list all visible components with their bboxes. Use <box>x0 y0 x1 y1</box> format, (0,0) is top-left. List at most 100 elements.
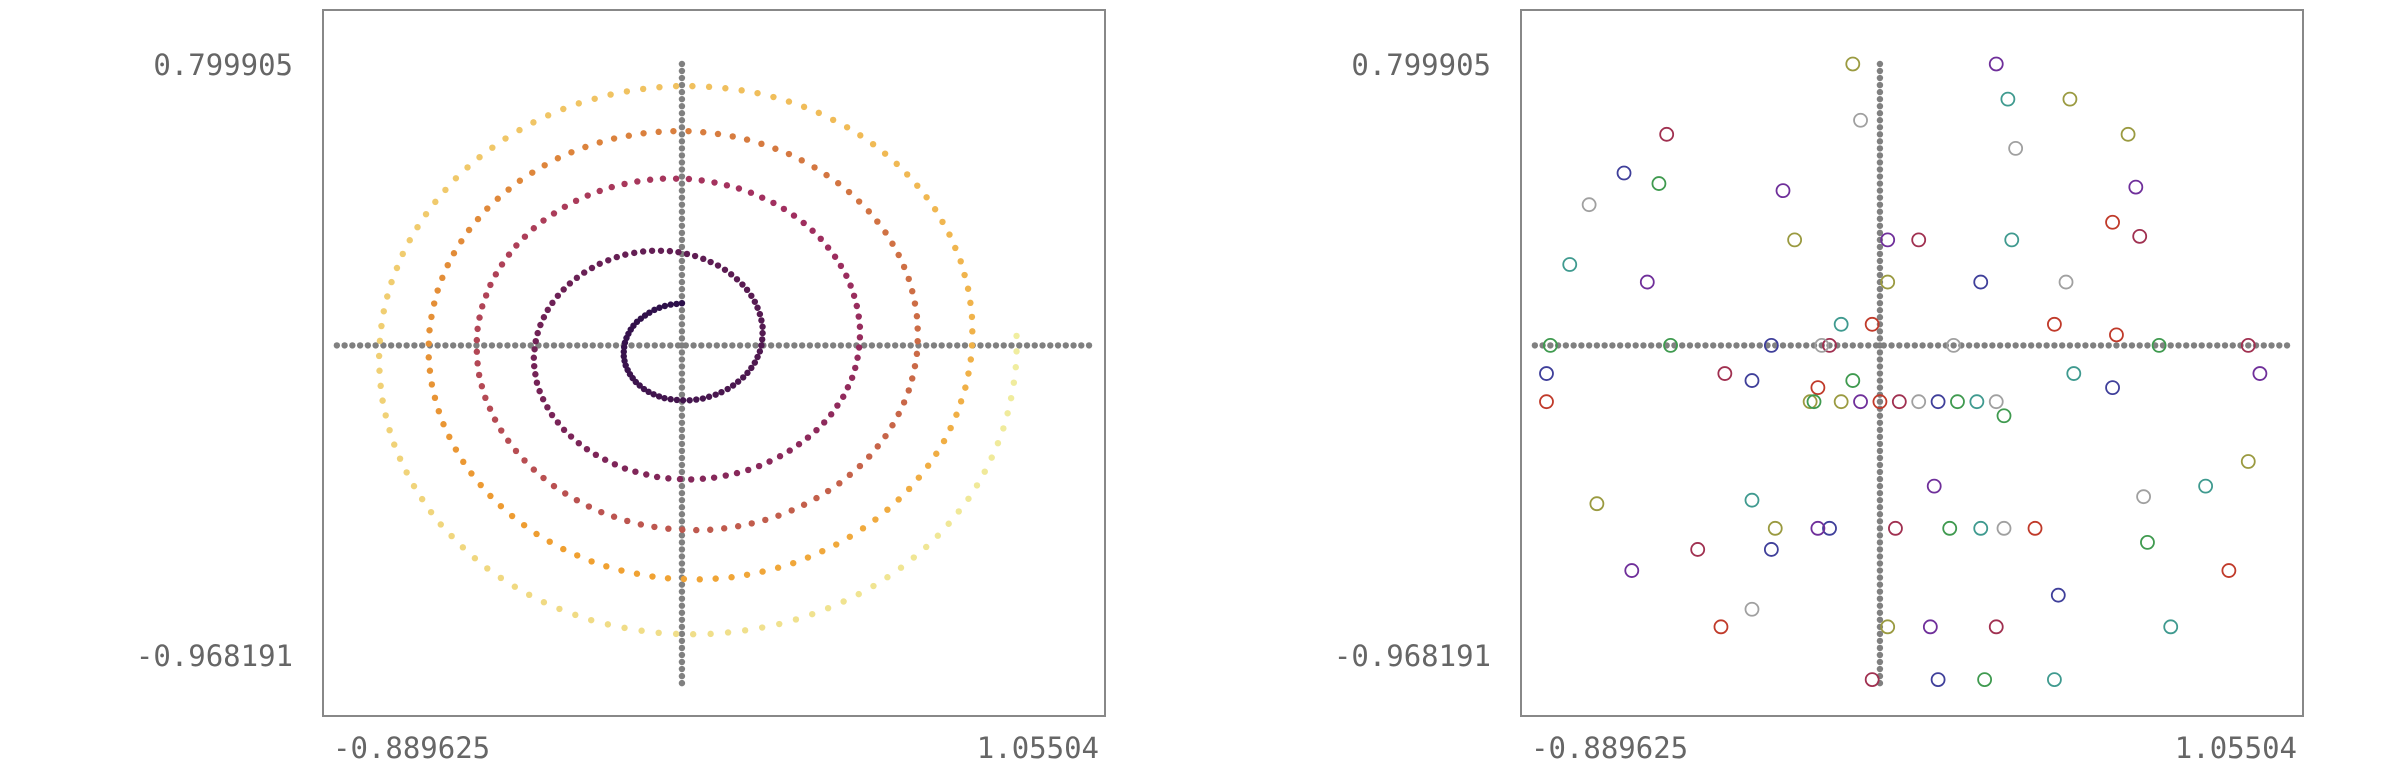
spiral-point <box>532 371 539 378</box>
spiral-point <box>895 251 902 259</box>
spiral-point <box>909 375 916 382</box>
spiral-point <box>729 382 737 389</box>
axis-point <box>678 131 686 138</box>
axis-point <box>678 60 686 68</box>
spiral-point <box>714 130 722 138</box>
open-circle-point <box>1624 563 1640 578</box>
spiral-point <box>824 604 832 612</box>
axis-point <box>678 546 686 553</box>
axis-point <box>1876 377 1884 384</box>
spiral-point <box>549 299 556 307</box>
spiral-point <box>834 180 842 187</box>
axis-point <box>1950 342 1957 349</box>
spiral-point <box>967 356 974 363</box>
spiral-point <box>591 95 598 102</box>
open-circle-point <box>1616 165 1632 181</box>
axis-point <box>2221 342 2229 349</box>
open-circle-point <box>1845 373 1861 388</box>
spiral-point <box>640 385 648 393</box>
spiral-point <box>775 512 782 519</box>
spiral-point <box>487 281 494 289</box>
axis-point <box>678 370 686 377</box>
axis-point <box>678 166 686 173</box>
axis-point <box>628 342 635 349</box>
axis-point <box>597 342 604 349</box>
axis-point <box>1965 342 1973 349</box>
spiral-point <box>905 275 912 283</box>
spiral-point <box>914 182 921 189</box>
spiral-point <box>855 313 862 320</box>
spiral-point <box>596 260 603 267</box>
spiral-point <box>460 458 467 466</box>
spiral-point <box>474 215 482 223</box>
spiral-point <box>844 384 852 391</box>
spiral-point <box>439 274 446 282</box>
spiral-point <box>911 300 919 307</box>
spiral-point <box>889 240 896 247</box>
axis-point <box>1876 307 1884 314</box>
spiral-point <box>675 248 682 256</box>
spiral-point <box>945 520 952 527</box>
spiral-point <box>855 344 863 351</box>
axis-point <box>1876 257 1884 265</box>
spiral-point <box>426 327 433 334</box>
axis-point <box>1601 342 1608 349</box>
spiral-point <box>965 495 972 502</box>
axis-point <box>1702 342 1709 349</box>
spiral-point <box>792 616 800 623</box>
axis-point <box>2260 342 2267 349</box>
axis-point <box>678 567 686 574</box>
spiral-point <box>607 91 614 98</box>
open-circle-point <box>1946 337 1962 353</box>
spiral-point <box>751 359 759 366</box>
axis-point <box>2074 342 2081 349</box>
axis-point <box>678 665 686 673</box>
axis-point <box>1008 342 1015 349</box>
spiral-point <box>596 187 603 195</box>
spiral-point <box>855 590 862 598</box>
spiral-point <box>476 153 483 161</box>
spiral-point <box>969 328 976 335</box>
chart-panel-1: 0.799905 -0.968191 -0.889625 1.05504 <box>136 9 1106 765</box>
open-circle-point <box>1891 394 1907 410</box>
spiral-point <box>869 140 877 148</box>
open-circle-point <box>2047 316 2062 332</box>
spiral-point <box>847 282 854 289</box>
axis-point <box>721 342 728 349</box>
axis-point <box>1876 145 1884 152</box>
axis-point <box>1678 342 1686 349</box>
open-circle-point <box>1744 492 1760 508</box>
spiral-point <box>800 219 807 227</box>
axis-point <box>349 342 356 349</box>
spiral-point <box>624 517 631 525</box>
spiral-points-series <box>375 82 1020 638</box>
spiral-point <box>406 237 413 244</box>
spiral-point <box>828 411 835 418</box>
spiral-point <box>845 188 853 196</box>
spiral-point <box>698 177 705 184</box>
spiral-point <box>800 501 808 508</box>
axis-point <box>1876 511 1884 518</box>
axis-point <box>1876 138 1884 145</box>
open-circle-point <box>1806 394 1822 410</box>
open-circle-point <box>1659 126 1675 142</box>
spiral-point <box>939 218 946 226</box>
axis-point <box>1562 342 1570 349</box>
axis-point <box>713 342 721 349</box>
axis-point <box>612 342 620 349</box>
axis-point <box>1876 482 1884 490</box>
spiral-point <box>418 495 426 503</box>
open-circle-point <box>2221 563 2237 578</box>
axis-point <box>1876 67 1884 75</box>
spiral-point <box>464 164 471 171</box>
axis-point <box>2051 342 2058 349</box>
axis-point <box>907 342 914 349</box>
spiral-point <box>601 456 609 463</box>
spiral-point <box>846 533 854 540</box>
spiral-point <box>785 150 793 158</box>
spiral-point <box>691 252 699 260</box>
open-circle-point <box>1988 619 2004 635</box>
spiral-point <box>639 248 647 255</box>
axis-point <box>1000 342 1007 349</box>
axis-point <box>356 342 364 349</box>
